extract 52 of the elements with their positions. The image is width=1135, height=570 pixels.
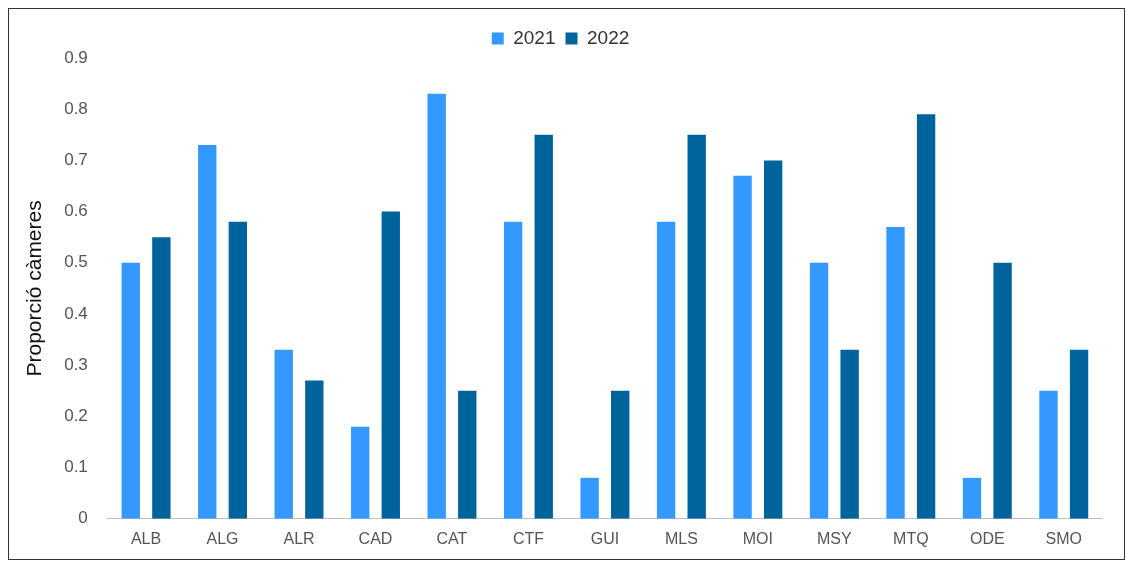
- bar: [228, 221, 248, 519]
- x-tick-label: CAD: [358, 529, 393, 547]
- bar: [1039, 390, 1058, 519]
- bar: [152, 237, 171, 519]
- y-tick-label: 0: [78, 508, 88, 528]
- x-tick-label: ALR: [283, 529, 315, 547]
- legend-label: 2021: [513, 26, 556, 48]
- x-tick-label: CTF: [512, 529, 545, 547]
- y-tick-label: 0.2: [64, 406, 88, 426]
- x-tick-label: MTQ: [893, 529, 929, 547]
- x-tick-label: GUI: [590, 529, 620, 547]
- y-tick-label: 0.3: [64, 354, 88, 374]
- bar: [733, 175, 752, 519]
- y-tick-label: 0.6: [64, 201, 88, 221]
- bar: [427, 93, 446, 519]
- x-tick-label: MSY: [817, 529, 852, 547]
- bar: [305, 380, 324, 519]
- bar: [656, 221, 676, 519]
- bar: [381, 211, 400, 519]
- bar: [198, 145, 217, 519]
- bar: [458, 390, 477, 519]
- y-tick-label: 0.1: [64, 457, 88, 477]
- y-tick-label: 0.9: [64, 47, 88, 67]
- bar: [886, 226, 905, 519]
- y-tick-label: 0.7: [64, 150, 88, 170]
- x-tick-label: ODE: [969, 529, 1005, 547]
- bar: [503, 221, 523, 519]
- bar: [534, 134, 553, 519]
- legend-label: 2022: [587, 26, 630, 48]
- x-tick-label: SMO: [1045, 529, 1082, 547]
- bar: [274, 349, 293, 519]
- bar: [809, 262, 829, 519]
- x-tick-label: CAT: [436, 529, 468, 547]
- bar: [916, 114, 936, 519]
- x-tick-label: ALB: [130, 529, 162, 547]
- bar: [1069, 349, 1089, 519]
- bar: [962, 477, 982, 519]
- y-tick-label: 0.4: [64, 303, 88, 323]
- bar: [687, 134, 706, 519]
- bar: [840, 349, 859, 519]
- bar: [580, 477, 599, 519]
- bar: [121, 262, 140, 519]
- y-axis-title: Proporció càmeres: [22, 200, 46, 377]
- bar: [351, 426, 370, 519]
- y-tick-label: 0.8: [64, 98, 88, 118]
- x-tick-label: MOI: [742, 529, 773, 547]
- y-tick-label: 0.5: [64, 252, 88, 272]
- x-tick-label: MLS: [664, 529, 698, 547]
- bar: [763, 160, 783, 519]
- x-tick-label: ALG: [206, 529, 239, 547]
- bar: [611, 390, 630, 519]
- bar: [993, 262, 1012, 519]
